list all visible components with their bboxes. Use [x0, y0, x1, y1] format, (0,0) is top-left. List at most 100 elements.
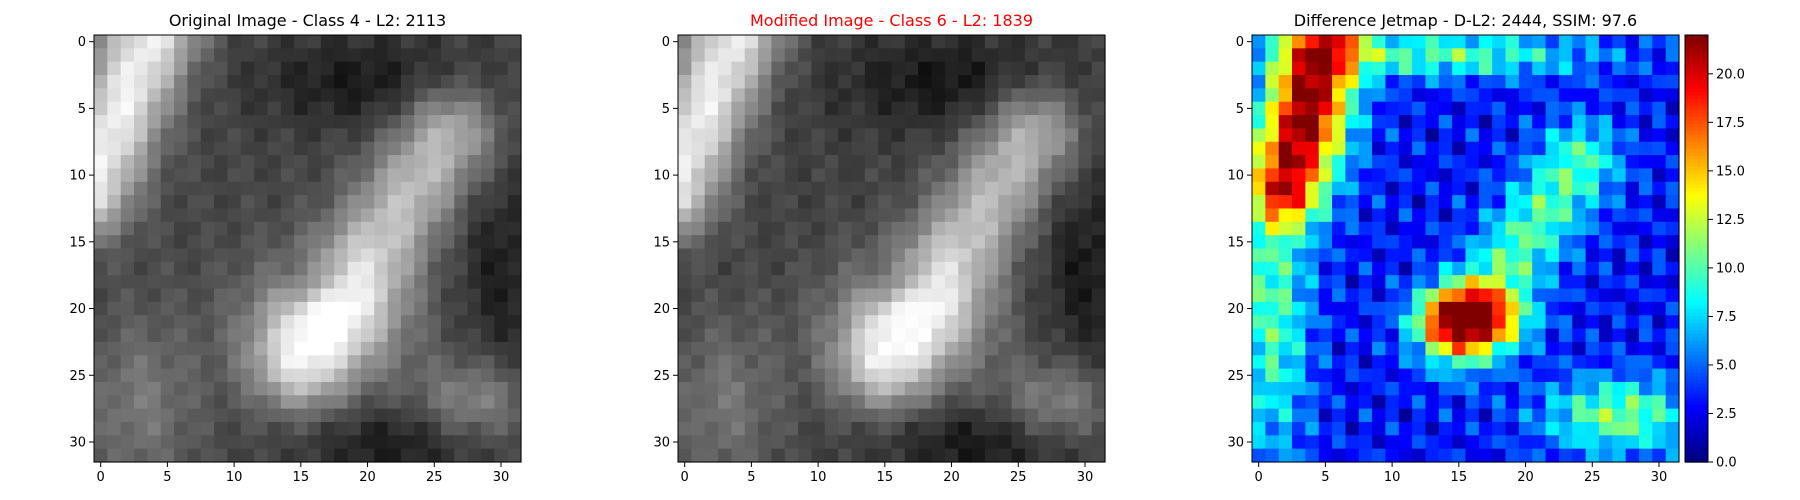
colorbar-step: [1685, 401, 1708, 406]
heatmap-cell: [1492, 355, 1507, 370]
heatmap-cell: [1478, 75, 1493, 89]
heatmap-cell: [107, 221, 122, 236]
heatmap-cell: [440, 395, 455, 410]
heatmap-cell: [838, 355, 853, 370]
heatmap-cell: [454, 128, 469, 143]
heatmap-cell: [307, 115, 322, 129]
heatmap-cell: [1292, 141, 1306, 156]
heatmap-cell: [1638, 315, 1653, 330]
axes-frame: [677, 34, 1106, 463]
heatmap-cell: [480, 115, 495, 129]
colorbar-step: [1685, 148, 1708, 154]
heatmap-cell: [1518, 328, 1533, 343]
heatmap-cell: [1558, 181, 1573, 196]
heatmap-cell: [1318, 141, 1333, 156]
heatmap-cell: [864, 355, 879, 370]
heatmap-cell: [944, 195, 959, 210]
heatmap-cell: [1051, 341, 1066, 356]
heatmap-cell: [1478, 408, 1493, 423]
heatmap-cell: [718, 195, 732, 210]
heatmap-cell: [1278, 368, 1293, 383]
heatmap-cell: [984, 75, 999, 89]
heatmap-cell: [240, 355, 255, 370]
heatmap-cell: [1612, 235, 1627, 250]
heatmap-cell: [851, 381, 866, 396]
heatmap-cell: [904, 408, 919, 423]
heatmap-cell: [107, 448, 122, 463]
heatmap-cell: [1051, 88, 1066, 103]
heatmap-cell: [1265, 288, 1280, 303]
heatmap-cell: [904, 261, 919, 276]
heatmap-cell: [494, 195, 509, 210]
heatmap-cell: [200, 421, 215, 436]
heatmap-cell: [1492, 235, 1507, 250]
heatmap-cell: [811, 328, 826, 343]
heatmap-cell: [1612, 368, 1627, 383]
heatmap-cell: [864, 155, 879, 170]
heatmap-cell: [1358, 301, 1373, 316]
heatmap-cell: [347, 248, 362, 263]
heatmap-cell: [1452, 435, 1467, 450]
heatmap-cell: [334, 208, 349, 223]
heatmap-cell: [1652, 368, 1667, 383]
heatmap-cell: [134, 35, 148, 49]
heatmap-cell: [107, 381, 122, 396]
heatmap-cell: [1358, 35, 1373, 49]
heatmap-cell: [1038, 101, 1053, 116]
heatmap-cell: [704, 88, 719, 103]
heatmap-cell: [944, 48, 959, 63]
heatmap-cell: [1425, 235, 1440, 250]
heatmap-cell: [254, 195, 269, 210]
heatmap-cell: [320, 155, 335, 170]
colorbar-step: [1685, 394, 1708, 399]
heatmap-cell: [971, 448, 986, 463]
heatmap-cell: [1598, 435, 1613, 450]
heatmap-cell: [1412, 421, 1427, 436]
colorbar-step: [1685, 184, 1708, 189]
heatmap-cell: [1412, 115, 1427, 129]
heatmap-cell: [1372, 421, 1387, 436]
heatmap-cell: [280, 435, 295, 450]
heatmap-cell: [1625, 61, 1640, 76]
heatmap-cell: [400, 168, 415, 183]
heatmap-cell: [1051, 221, 1066, 236]
heatmap-cell: [1492, 128, 1507, 143]
heatmap-cell: [1318, 35, 1333, 49]
heatmap-cell: [1078, 168, 1093, 183]
heatmap-cell: [784, 435, 799, 450]
heatmap-cell: [838, 261, 853, 276]
heatmap-cell: [1598, 341, 1613, 356]
heatmap-cell: [227, 328, 242, 343]
heatmap-cell: [1091, 381, 1106, 396]
heatmap-cell: [1064, 261, 1079, 276]
heatmap-cell: [1425, 155, 1440, 170]
heatmap-cell: [214, 315, 229, 330]
heatmap-cell: [1265, 88, 1280, 103]
heatmap-cell: [784, 395, 799, 410]
heatmap-cell: [758, 88, 772, 103]
heatmap-cell: [187, 328, 202, 343]
heatmap-cell: [214, 261, 229, 276]
heatmap-cell: [187, 341, 202, 356]
heatmap-cell: [200, 341, 215, 356]
heatmap-cell: [784, 368, 799, 383]
heatmap-cell: [838, 141, 853, 156]
heatmap-cell: [1425, 408, 1440, 423]
heatmap-cell: [294, 141, 309, 156]
heatmap-cell: [1345, 408, 1360, 423]
heatmap-cell: [160, 341, 175, 356]
heatmap-cell: [1478, 275, 1493, 290]
heatmap-cell: [160, 48, 175, 63]
heatmap-cell: [387, 208, 402, 223]
heatmap-cell: [1438, 61, 1453, 76]
heatmap-cell: [1545, 448, 1560, 463]
heatmap-cell: [1345, 168, 1360, 183]
heatmap-cell: [1305, 128, 1320, 143]
heatmap-cell: [1518, 101, 1533, 116]
heatmap-cell: [454, 288, 469, 303]
heatmap-cell: [1332, 101, 1346, 116]
heatmap-cell: [1265, 408, 1280, 423]
heatmap-cell: [1078, 208, 1093, 223]
heatmap-cell: [758, 35, 772, 49]
heatmap-cell: [1024, 181, 1039, 196]
